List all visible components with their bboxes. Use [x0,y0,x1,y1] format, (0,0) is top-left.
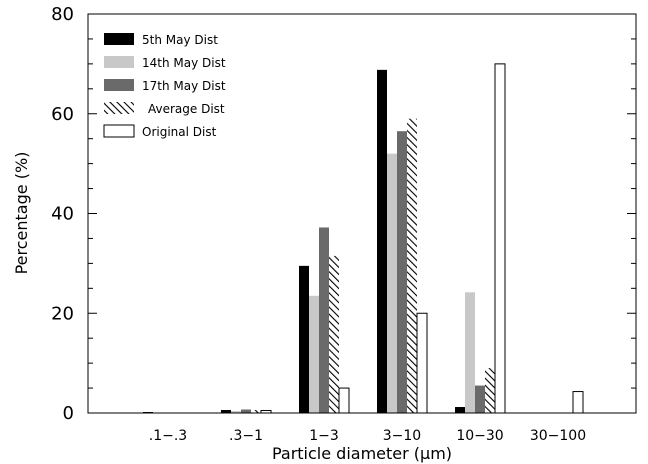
x-tick-label: 10−30 [456,428,503,444]
y-axis-label: Percentage (%) [12,152,31,275]
bar-1-3 [299,265,309,413]
legend-label: Average Dist [148,102,225,116]
legend-swatch [104,102,134,114]
legend: 5th May Dist 14th May Dist 17th May Dist Av… [103,33,226,139]
bar-3-4 [397,131,407,414]
x-axis-label: Particle diameter (μm) [272,444,452,463]
plot-frame [87,13,637,414]
bar-5-4 [416,312,428,414]
y-tick-label: 20 [51,303,74,324]
x-tick-label: .3−1 [229,428,263,444]
legend-label: 5th May Dist [142,33,218,47]
x-tick-label: 3−10 [383,428,421,444]
bar-3-5 [475,385,485,413]
bar-4-4 [407,118,417,414]
bar-2-3 [309,295,319,413]
bar-3-3 [319,227,329,413]
ticks-layer: 0 20 40 60 80 .1−.3 .3−1 1−3 3−10 10−30 30−100 [51,4,636,444]
bar-4-2 [251,410,261,413]
y-tick-label: 40 [51,204,74,225]
bar-4-5 [485,368,495,413]
y-tick-label: 0 [63,403,74,424]
x-tick-label: 1−3 [309,428,339,444]
bar-3-2 [241,409,251,413]
bar-1-2 [221,410,231,413]
legend-label: 17th May Dist [142,79,226,93]
bar-2-2 [231,411,241,413]
bar-2-5 [465,292,475,413]
legend-label: 14th May Dist [142,56,226,70]
bar-2-4 [387,153,397,413]
legend-swatch [104,79,134,91]
y-tick-label: 60 [51,104,74,125]
bar-5-3 [338,387,350,414]
x-tick-label: 30−100 [530,428,586,444]
legend-swatch [104,56,134,68]
bar-4-3 [329,255,339,413]
x-tick-label: .1−.3 [149,428,187,444]
bar-1-4 [377,69,387,414]
bar-5-6 [572,391,584,414]
legend-swatch [104,33,134,45]
bar-5-5 [494,63,506,414]
bar-1-5 [455,407,465,413]
legend-swatch [103,124,135,138]
y-tick-label: 80 [51,4,74,25]
bars-layer [143,63,584,414]
legend-label: Original Dist [142,125,217,139]
